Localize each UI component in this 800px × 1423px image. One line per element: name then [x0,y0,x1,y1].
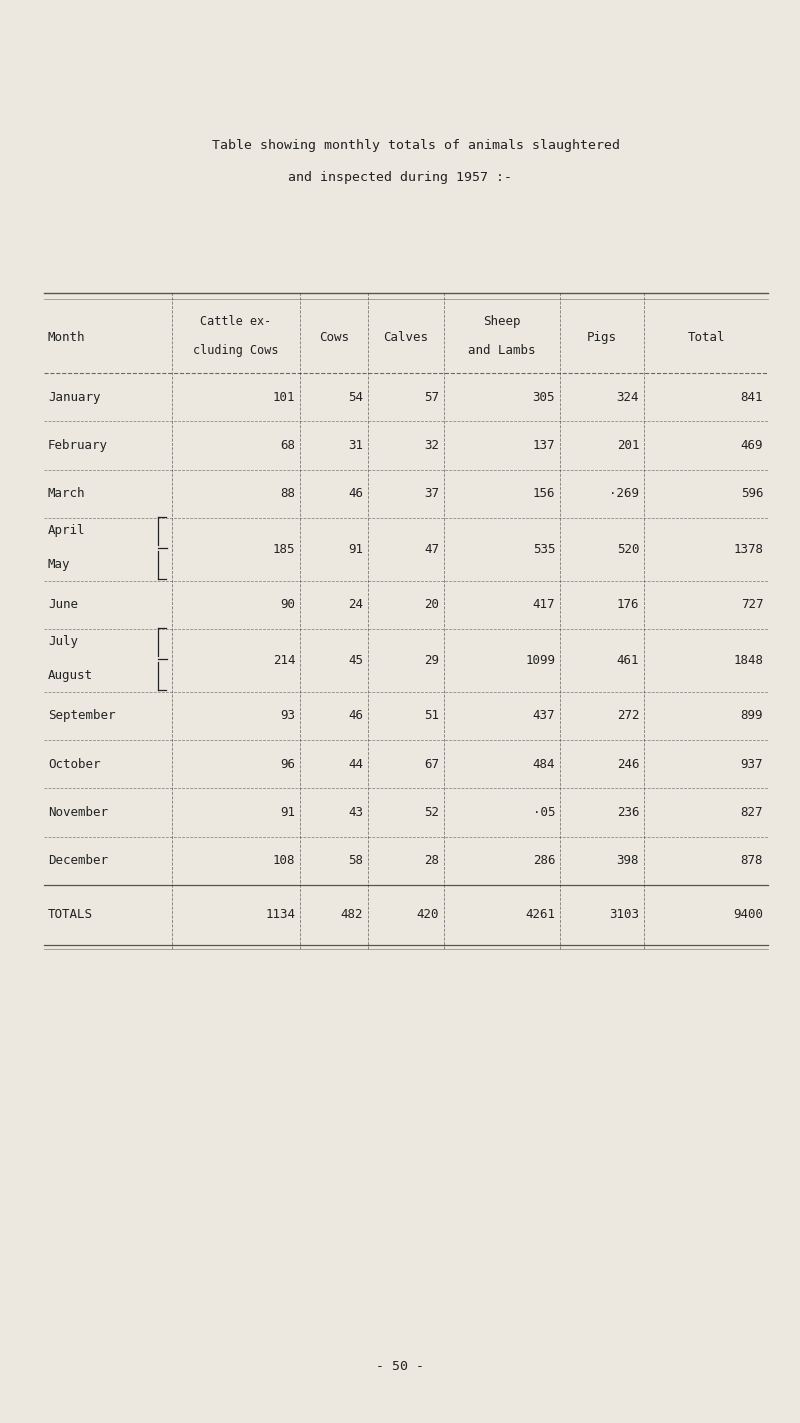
Text: November: November [48,805,108,820]
Text: Pigs: Pigs [587,330,617,344]
Text: 461: 461 [617,653,639,667]
Text: 156: 156 [533,487,555,501]
Text: 51: 51 [424,709,439,723]
Text: ·269: ·269 [610,487,639,501]
Text: 176: 176 [617,598,639,612]
Text: 52: 52 [424,805,439,820]
Text: July: July [48,635,78,649]
Text: 57: 57 [424,390,439,404]
Text: 937: 937 [741,757,763,771]
Text: 137: 137 [533,438,555,453]
Text: April: April [48,524,86,538]
Text: and Lambs: and Lambs [468,343,536,357]
Text: 29: 29 [424,653,439,667]
Text: 841: 841 [741,390,763,404]
Text: 324: 324 [617,390,639,404]
Text: 20: 20 [424,598,439,612]
Text: 1099: 1099 [525,653,555,667]
Text: 54: 54 [348,390,363,404]
Text: 1378: 1378 [733,542,763,556]
Text: Cows: Cows [319,330,349,344]
Text: 727: 727 [741,598,763,612]
Text: 1134: 1134 [266,908,295,922]
Text: 878: 878 [741,854,763,868]
Text: March: March [48,487,86,501]
Text: 45: 45 [348,653,363,667]
Text: 93: 93 [280,709,295,723]
Text: 67: 67 [424,757,439,771]
Text: 469: 469 [741,438,763,453]
Text: 827: 827 [741,805,763,820]
Text: TOTALS: TOTALS [48,908,93,922]
Text: 535: 535 [533,542,555,556]
Text: 90: 90 [280,598,295,612]
Text: cluding Cows: cluding Cows [194,343,278,357]
Text: 108: 108 [273,854,295,868]
Text: ·05: ·05 [533,805,555,820]
Text: Calves: Calves [383,330,429,344]
Text: August: August [48,669,93,683]
Text: 482: 482 [341,908,363,922]
Text: September: September [48,709,115,723]
Text: 899: 899 [741,709,763,723]
Text: 68: 68 [280,438,295,453]
Text: 88: 88 [280,487,295,501]
Text: 417: 417 [533,598,555,612]
Text: 91: 91 [280,805,295,820]
Text: 1848: 1848 [733,653,763,667]
Text: 46: 46 [348,709,363,723]
Text: - 50 -: - 50 - [376,1359,424,1373]
Text: Total: Total [687,330,725,344]
Text: 286: 286 [533,854,555,868]
Text: 420: 420 [417,908,439,922]
Text: 43: 43 [348,805,363,820]
Text: 24: 24 [348,598,363,612]
Text: 185: 185 [273,542,295,556]
Text: 4261: 4261 [525,908,555,922]
Text: 596: 596 [741,487,763,501]
Text: Sheep: Sheep [483,314,521,329]
Text: 272: 272 [617,709,639,723]
Text: 3103: 3103 [610,908,639,922]
Text: December: December [48,854,108,868]
Text: 32: 32 [424,438,439,453]
Text: and inspected during 1957 :-: and inspected during 1957 :- [288,171,512,185]
Text: Month: Month [48,330,86,344]
Text: 305: 305 [533,390,555,404]
Text: 28: 28 [424,854,439,868]
Text: October: October [48,757,101,771]
Text: 437: 437 [533,709,555,723]
Text: Table showing monthly totals of animals slaughtered: Table showing monthly totals of animals … [180,138,620,152]
Text: 101: 101 [273,390,295,404]
Text: 58: 58 [348,854,363,868]
Text: 236: 236 [617,805,639,820]
Text: 214: 214 [273,653,295,667]
Text: February: February [48,438,108,453]
Text: 9400: 9400 [733,908,763,922]
Text: 398: 398 [617,854,639,868]
Text: 46: 46 [348,487,363,501]
Text: June: June [48,598,78,612]
Text: 91: 91 [348,542,363,556]
Text: 96: 96 [280,757,295,771]
Text: 484: 484 [533,757,555,771]
Text: Cattle ex-: Cattle ex- [200,314,272,329]
Text: 31: 31 [348,438,363,453]
Text: 520: 520 [617,542,639,556]
Text: 201: 201 [617,438,639,453]
Text: 47: 47 [424,542,439,556]
Text: May: May [48,558,70,572]
Text: 37: 37 [424,487,439,501]
Text: January: January [48,390,101,404]
Text: 246: 246 [617,757,639,771]
Text: 44: 44 [348,757,363,771]
